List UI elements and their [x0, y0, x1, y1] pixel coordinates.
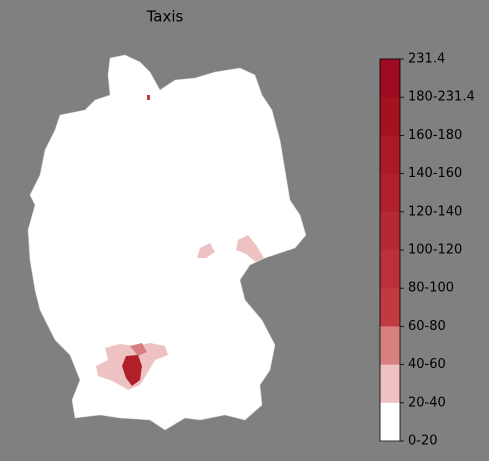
region-light	[197, 243, 215, 258]
colorbar: 231.4 180-231.4 160-180 140-160 120-140 100-1…	[379, 52, 475, 449]
colorbar-segment	[380, 402, 400, 442]
colorbar-segment	[380, 364, 400, 404]
colorbar-label: 40-60	[408, 357, 446, 372]
colorbar-segment	[380, 211, 400, 251]
colorbar-label: 20-40	[408, 395, 446, 410]
region-medium	[130, 343, 147, 356]
country-outline	[27, 54, 307, 431]
colorbar-segment	[380, 59, 400, 98]
region-dark	[147, 95, 150, 100]
colorbar-label: 140-160	[408, 166, 462, 181]
colorbar-segment	[380, 326, 400, 366]
colorbar-label: 100-120	[408, 243, 462, 258]
colorbar-segment	[380, 250, 400, 289]
colorbar-label: 231.4	[408, 52, 445, 67]
colorbar-label: 0-20	[408, 434, 438, 449]
region-dark	[122, 355, 142, 386]
region-light	[236, 235, 264, 262]
colorbar-segment	[380, 288, 400, 327]
map-title: Taxis	[146, 8, 184, 26]
colorbar-label: 160-180	[408, 128, 462, 143]
colorbar-label: 180-231.4	[408, 90, 475, 105]
colorbar-label: 120-140	[408, 204, 462, 219]
colorbar-segment	[380, 97, 400, 136]
colorbar-label: 60-80	[408, 319, 446, 334]
colorbar-segment	[380, 173, 400, 213]
colorbar-segment	[380, 135, 400, 175]
colorbar-label: 80-100	[408, 281, 454, 296]
